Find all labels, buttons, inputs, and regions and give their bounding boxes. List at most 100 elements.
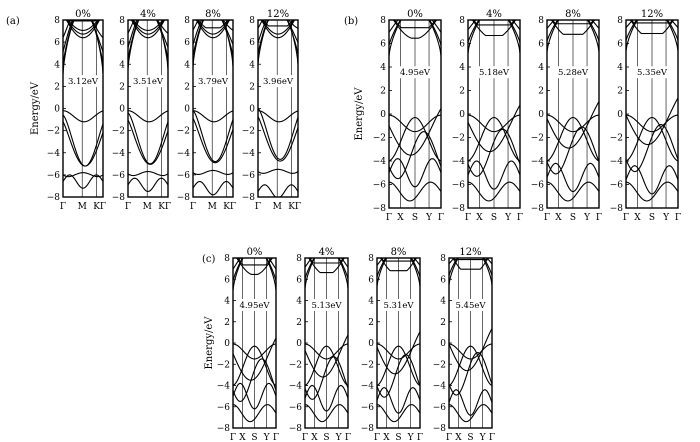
valence-band xyxy=(127,177,169,193)
band-gap-label: 4.95eV xyxy=(400,68,431,78)
k-point-label: Γ xyxy=(273,433,279,442)
conduction-band xyxy=(257,19,299,65)
y-tick-label: 0 xyxy=(119,105,125,115)
conduction-band xyxy=(258,19,298,27)
group-label: (b) xyxy=(344,16,358,27)
y-tick-label: 4 xyxy=(459,63,465,73)
k-point-label: Γ xyxy=(417,433,423,442)
k-point-label: Y xyxy=(583,213,591,223)
k-point-label: S xyxy=(323,433,329,442)
valence-band xyxy=(376,331,421,375)
k-point-label: Y xyxy=(407,433,415,442)
y-tick-label: 0 xyxy=(296,339,302,349)
y-tick-label: −2 xyxy=(373,134,386,144)
valence-band xyxy=(388,114,442,133)
k-point-label: X xyxy=(311,433,318,442)
y-tick-label: −8 xyxy=(177,193,191,203)
y-tick-label: 2 xyxy=(440,318,446,328)
y-tick-label: 6 xyxy=(368,275,374,285)
k-point-label: K xyxy=(288,202,295,212)
y-tick-label: 2 xyxy=(380,87,386,97)
y-tick-label: −2 xyxy=(610,134,623,144)
y-tick-label: 6 xyxy=(440,275,446,285)
valence-band xyxy=(625,124,679,173)
valence-band xyxy=(546,162,600,193)
conduction-band xyxy=(547,19,599,35)
gap-label-bg xyxy=(392,66,438,79)
y-tick-label: 2 xyxy=(296,318,302,328)
k-point-label: K xyxy=(223,202,230,212)
y-tick-label: −2 xyxy=(361,360,374,370)
y-tick-label: 6 xyxy=(119,38,125,48)
y-tick-label: 2 xyxy=(119,82,125,92)
k-point-label: M xyxy=(273,202,282,212)
y-tick-label: 4 xyxy=(119,60,125,70)
valence-band xyxy=(546,126,600,175)
band-gap-label: 3.12eV xyxy=(68,77,99,87)
valence-band xyxy=(625,181,679,202)
y-tick-label: 8 xyxy=(440,254,446,264)
panel-frame xyxy=(62,19,104,198)
y-tick-label: −8 xyxy=(242,193,256,203)
y-axis-label: Energy/eV xyxy=(354,87,365,141)
y-tick-label: −2 xyxy=(452,134,465,144)
k-point-label: Γ xyxy=(489,433,495,442)
valence-band xyxy=(467,116,521,162)
y-tick-label: 4 xyxy=(249,60,255,70)
group-label: (c) xyxy=(202,254,216,265)
strain-label: 12% xyxy=(459,247,481,258)
y-tick-label: −4 xyxy=(433,382,447,392)
y-tick-label: 2 xyxy=(54,82,60,92)
valence-band xyxy=(448,352,493,396)
valence-band xyxy=(625,116,679,162)
k-point-label: X xyxy=(397,213,404,223)
y-tick-label: −6 xyxy=(433,403,447,413)
y-tick-label: −4 xyxy=(47,149,61,159)
valence-band xyxy=(192,118,234,164)
valence-band xyxy=(625,165,679,195)
k-point-label: Γ xyxy=(596,213,602,223)
y-tick-label: −6 xyxy=(242,171,256,181)
k-point-label: S xyxy=(395,433,401,442)
y-tick-label: −6 xyxy=(289,403,303,413)
k-point-label: Y xyxy=(479,433,487,442)
y-tick-label: −2 xyxy=(217,360,230,370)
y-tick-label: 8 xyxy=(538,16,544,26)
y-tick-label: 4 xyxy=(617,63,623,73)
k-point-label: Γ xyxy=(374,433,380,442)
y-tick-label: 6 xyxy=(380,40,386,50)
valence-band xyxy=(448,345,493,386)
gap-label-bg xyxy=(131,75,165,88)
y-tick-label: −8 xyxy=(452,204,466,214)
valence-band xyxy=(467,104,521,153)
k-point-label: Γ xyxy=(255,202,261,212)
valence-band xyxy=(232,382,277,410)
group-label: (a) xyxy=(6,16,20,27)
valence-band xyxy=(546,116,600,162)
k-point-label: Γ xyxy=(345,433,351,442)
valence-band xyxy=(127,112,169,165)
y-tick-label: −6 xyxy=(452,181,466,191)
valence-band xyxy=(232,343,277,360)
y-tick-label: −4 xyxy=(289,382,303,392)
valence-band xyxy=(232,337,277,381)
y-tick-label: 4 xyxy=(440,297,446,307)
y-tick-label: 2 xyxy=(459,87,465,97)
band-gap-label: 3.79eV xyxy=(198,77,229,87)
y-tick-label: −8 xyxy=(373,204,387,214)
k-point-label: M xyxy=(143,202,152,212)
conduction-band xyxy=(63,19,103,35)
valence-band xyxy=(304,356,349,400)
y-tick-label: 0 xyxy=(459,110,465,120)
valence-band xyxy=(546,101,600,149)
conduction-band xyxy=(63,19,103,39)
valence-band xyxy=(625,114,679,133)
y-tick-label: −6 xyxy=(531,181,545,191)
y-tick-label: −8 xyxy=(217,424,231,434)
conduction-band xyxy=(305,257,348,264)
